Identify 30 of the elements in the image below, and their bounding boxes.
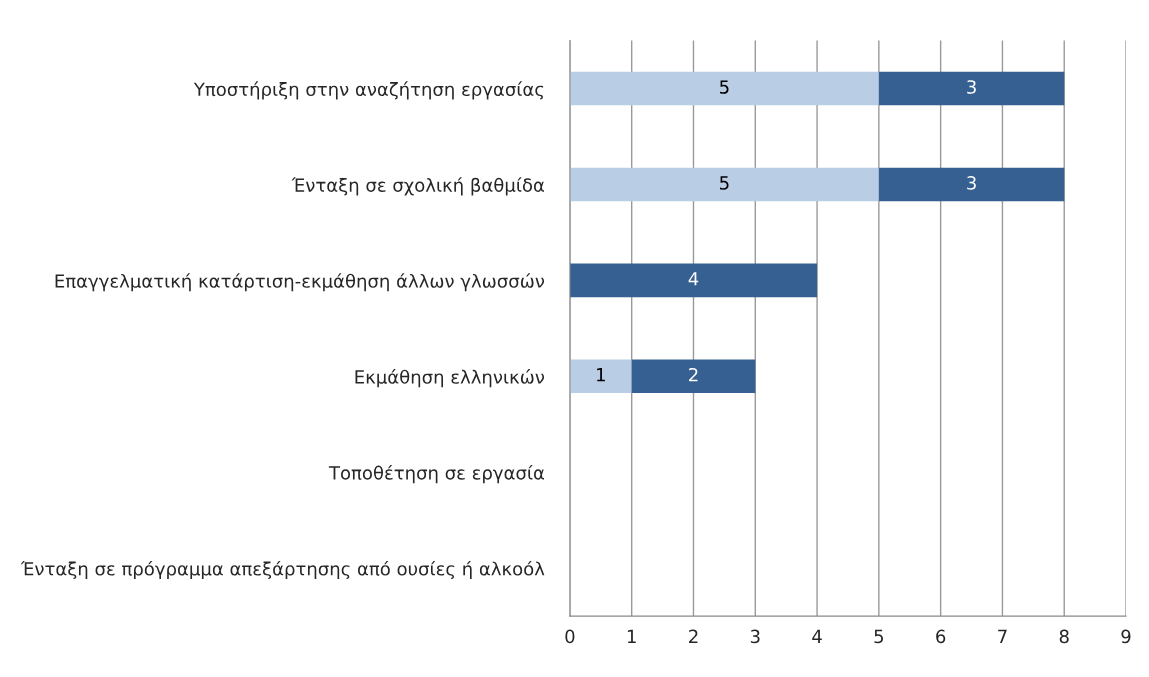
x-tick-label: 6 (936, 629, 946, 644)
x-tick-label: 0 (565, 629, 575, 644)
x-tick-label: 7 (998, 629, 1007, 643)
bar (569, 71, 879, 106)
x-tick-label: 8 (1059, 629, 1069, 644)
y-tick-label: Υποστήριξη στην αναζήτηση εργασίας (193, 81, 544, 100)
bar (878, 167, 1065, 202)
data-label: 5 (720, 176, 729, 190)
data-label: 5 (720, 80, 729, 94)
x-tick-label: 9 (1121, 629, 1131, 644)
x-tick-label: 4 (812, 629, 822, 643)
y-tick-label: Επαγγελματική κατάρτιση-εκμάθηση άλλων γλωσσών (55, 273, 545, 292)
x-tick-label: 5 (874, 629, 884, 644)
y-tick-label: Ένταξη σε πρόγραμμα απεξάρτησης από ουσίες ή αλκοόλ (20, 560, 545, 580)
y-tick-label: Εκμάθηση ελληνικών (355, 369, 545, 388)
data-label: 3 (967, 80, 976, 94)
data-label: 1 (597, 368, 605, 382)
x-tick-label: 2 (689, 629, 698, 643)
y-tick-label: Τοποθέτηση σε εργασία (328, 464, 545, 484)
y-tick-label: Ένταξη σε σχολική βαθμίδα (291, 177, 545, 196)
bar (569, 359, 632, 394)
bar (631, 359, 756, 394)
data-label: 3 (967, 176, 976, 190)
bar (569, 167, 879, 202)
data-label: 4 (688, 272, 699, 286)
x-tick-label: 3 (750, 629, 760, 644)
data-label: 2 (689, 367, 698, 382)
bar (569, 263, 818, 298)
x-tick-label: 1 (627, 629, 636, 643)
bar (878, 71, 1065, 106)
